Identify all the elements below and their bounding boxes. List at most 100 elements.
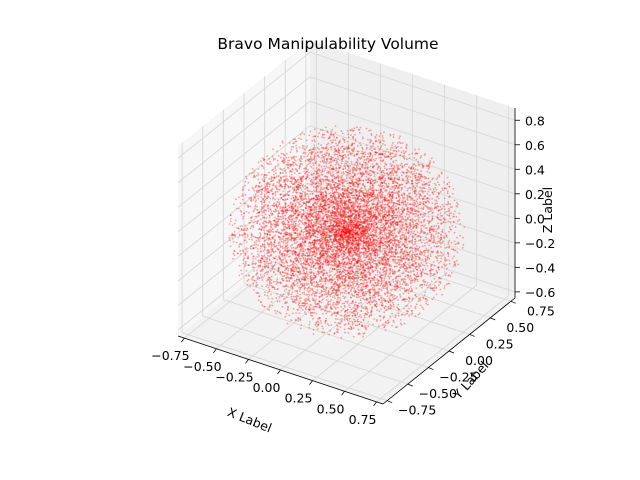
- scatter-point: [331, 159, 334, 162]
- scatter-point: [292, 164, 295, 167]
- scatter-point: [319, 216, 322, 219]
- scatter-point: [399, 237, 402, 240]
- scatter-point: [276, 181, 279, 184]
- scatter-point: [372, 233, 375, 236]
- scatter-point: [324, 305, 326, 308]
- scatter-point: [366, 231, 369, 234]
- scatter-point: [378, 248, 381, 250]
- scatter-point: [363, 256, 365, 258]
- scatter-point: [418, 252, 421, 255]
- scatter-point: [401, 287, 404, 290]
- scatter-point: [293, 251, 296, 254]
- scatter-point: [347, 133, 350, 136]
- scatter-point: [264, 239, 267, 242]
- scatter-point: [435, 287, 437, 290]
- scatter-point: [360, 200, 362, 203]
- scatter-point: [260, 228, 262, 231]
- scatter-point: [328, 162, 331, 165]
- scatter-point: [308, 294, 311, 296]
- scatter-point: [322, 263, 324, 265]
- scatter-point: [247, 181, 250, 184]
- scatter-point: [336, 203, 339, 206]
- scatter-point: [371, 279, 374, 282]
- scatter-point: [257, 267, 260, 269]
- scatter-point: [406, 171, 408, 174]
- scatter-point: [358, 285, 360, 288]
- scatter-point: [368, 302, 371, 304]
- scatter-point: [270, 282, 273, 284]
- scatter-point: [426, 265, 429, 267]
- scatter-point: [423, 212, 426, 215]
- scatter-point: [448, 214, 451, 217]
- scatter-point: [334, 318, 337, 320]
- scatter-point: [295, 263, 298, 266]
- scatter-point: [281, 275, 284, 278]
- grid-line-x: [216, 52, 349, 350]
- scatter-point: [315, 220, 318, 223]
- scatter-point: [268, 216, 271, 219]
- scatter-point: [394, 192, 396, 194]
- scatter-point: [418, 246, 421, 249]
- scatter-point: [408, 262, 411, 264]
- scatter-point: [381, 135, 384, 137]
- scatter-point: [443, 208, 446, 211]
- scatter-point: [352, 207, 355, 210]
- scatter-point: [368, 272, 370, 274]
- scatter-point: [326, 143, 328, 146]
- scatter-point: [320, 183, 323, 186]
- scatter-point: [368, 172, 371, 175]
- scatter-point: [322, 287, 325, 290]
- scatter-point: [378, 212, 380, 214]
- scatter-point: [304, 254, 307, 257]
- scatter-point: [381, 181, 383, 184]
- scatter-point: [299, 160, 302, 163]
- scatter-point: [315, 249, 318, 252]
- scatter-point: [390, 174, 392, 177]
- scatter-point: [382, 244, 385, 247]
- scatter-point: [278, 296, 281, 298]
- scatter-point: [232, 257, 234, 260]
- scatter-point: [291, 286, 294, 289]
- scatter-point: [363, 316, 366, 319]
- scatter-point: [335, 221, 337, 224]
- scatter-point: [428, 162, 431, 164]
- scatter-point: [362, 279, 364, 282]
- scatter-point: [363, 298, 366, 301]
- scatter-point: [263, 240, 266, 242]
- scatter-point: [425, 284, 428, 287]
- scatter-point: [257, 237, 259, 240]
- scatter-point: [408, 230, 410, 233]
- scatter-point: [253, 279, 256, 282]
- scatter-point: [377, 325, 380, 327]
- scatter-point: [408, 195, 411, 198]
- scatter-point: [341, 292, 344, 294]
- scatter-point: [393, 206, 395, 209]
- scatter-point: [360, 175, 363, 177]
- scatter-point: [315, 203, 318, 205]
- scatter-point: [436, 272, 439, 274]
- scatter-point: [382, 253, 385, 256]
- scatter-point: [304, 171, 307, 174]
- scatter-point: [349, 258, 352, 261]
- scatter-point: [266, 279, 268, 282]
- scatter-point: [255, 190, 258, 192]
- scatter-point: [315, 199, 317, 201]
- scatter-point: [316, 286, 319, 288]
- scatter-point: [395, 246, 398, 249]
- scatter-point: [399, 319, 402, 321]
- scatter-point: [405, 305, 407, 308]
- scatter-point: [309, 183, 311, 186]
- scatter-point: [368, 314, 371, 317]
- scatter-point: [312, 185, 315, 188]
- scatter-point: [351, 163, 353, 165]
- scatter-point: [377, 259, 379, 262]
- scatter-point: [246, 235, 249, 238]
- scatter-point: [423, 272, 426, 275]
- scatter-point: [229, 239, 231, 242]
- scatter-point: [331, 242, 334, 245]
- scatter-point: [331, 187, 334, 189]
- scatter-point: [297, 179, 299, 181]
- scatter-point: [418, 190, 421, 193]
- scatter-point: [313, 293, 316, 295]
- scatter-point: [360, 198, 362, 201]
